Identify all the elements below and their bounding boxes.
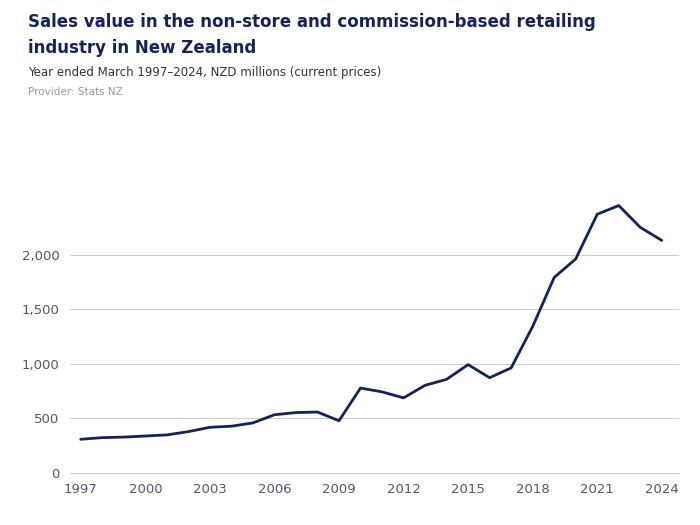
Text: industry in New Zealand: industry in New Zealand (28, 39, 256, 57)
Text: Provider: Stats NZ: Provider: Stats NZ (28, 87, 122, 97)
Text: Year ended March 1997–2024, NZD millions (current prices): Year ended March 1997–2024, NZD millions… (28, 66, 382, 79)
Text: Sales value in the non-store and commission-based retailing: Sales value in the non-store and commiss… (28, 13, 596, 31)
Text: figure.nz: figure.nz (554, 23, 639, 40)
